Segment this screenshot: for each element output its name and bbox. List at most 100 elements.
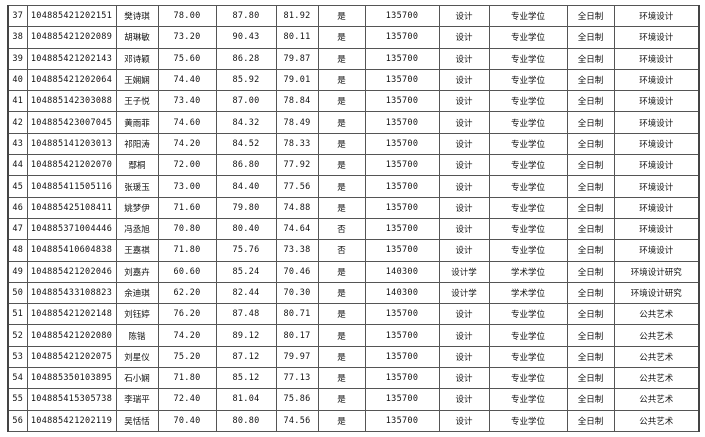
study-mode-cell: 全日制 — [566, 281, 615, 305]
score-a-cell: 72.40 — [157, 388, 217, 411]
score-a-cell: 71.60 — [157, 196, 217, 219]
score-a-cell: 72.00 — [157, 154, 217, 177]
student-name-cell: 姚梦伊 — [115, 196, 159, 219]
row-number-cell: 40 — [7, 68, 28, 92]
study-mode-cell: 全日制 — [566, 154, 615, 177]
table-row: 45 104885411505116 张瑗玉 73.00 84.40 77.56 是 1357… — [7, 175, 700, 198]
score-a-cell: 78.00 — [157, 4, 217, 28]
score-a-cell: 75.60 — [157, 47, 217, 70]
flag-cell: 否 — [317, 239, 366, 262]
discipline-cell: 设计 — [438, 196, 490, 219]
total-score-cell: 77.92 — [275, 154, 319, 177]
row-number-cell: 45 — [7, 175, 28, 198]
total-score-cell: 78.49 — [275, 111, 319, 134]
score-b-cell: 84.52 — [215, 132, 277, 156]
research-direction-cell: 公共艺术 — [613, 324, 700, 347]
row-number-cell: 38 — [7, 26, 28, 49]
research-direction-cell: 环境设计 — [613, 4, 700, 28]
row-number-cell: 52 — [7, 324, 28, 347]
degree-type-cell: 专业学位 — [488, 175, 568, 198]
score-b-cell: 87.12 — [215, 345, 277, 369]
major-code-cell: 135700 — [364, 154, 440, 177]
discipline-cell: 设计 — [438, 217, 490, 241]
exam-id-cell: 104885421202064 — [26, 68, 117, 92]
flag-cell: 是 — [317, 111, 366, 134]
research-direction-cell: 环境设计 — [613, 154, 700, 177]
flag-cell: 是 — [317, 196, 366, 219]
table-row: 52 104885421202080 陈锴 74.20 89.12 80.17 是 13570… — [7, 324, 700, 347]
degree-type-cell: 专业学位 — [488, 409, 568, 432]
study-mode-cell: 全日制 — [566, 388, 615, 411]
research-direction-cell: 环境设计 — [613, 196, 700, 219]
flag-cell: 是 — [317, 26, 366, 49]
flag-cell: 是 — [317, 4, 366, 28]
exam-id-cell: 104885423007045 — [26, 111, 117, 134]
major-code-cell: 135700 — [364, 388, 440, 411]
score-b-cell: 87.00 — [215, 90, 277, 113]
research-direction-cell: 公共艺术 — [613, 303, 700, 326]
score-a-cell: 75.20 — [157, 345, 217, 369]
score-a-cell: 73.20 — [157, 26, 217, 49]
row-number-cell: 37 — [7, 4, 28, 28]
table-row: 54 104885350103895 石小娴 71.80 85.12 77.13 是 1357… — [7, 367, 700, 390]
degree-type-cell: 专业学位 — [488, 217, 568, 241]
major-code-cell: 135700 — [364, 132, 440, 156]
exam-id-cell: 104885421202151 — [26, 4, 117, 28]
flag-cell: 是 — [317, 303, 366, 326]
degree-type-cell: 专业学位 — [488, 367, 568, 390]
exam-id-cell: 104885411505116 — [26, 175, 117, 198]
table-row: 43 104885141203013 祁阳涛 74.20 84.52 78.33 是 1357… — [7, 132, 700, 156]
total-score-cell: 81.92 — [275, 4, 319, 28]
flag-cell: 否 — [317, 217, 366, 241]
exam-id-cell: 104885433108823 — [26, 281, 117, 305]
research-direction-cell: 环境设计研究 — [613, 260, 700, 283]
score-a-cell: 60.60 — [157, 260, 217, 283]
degree-type-cell: 专业学位 — [488, 239, 568, 262]
score-b-cell: 84.32 — [215, 111, 277, 134]
table-row: 46 104885425108411 姚梦伊 71.60 79.80 74.88 是 1357… — [7, 196, 700, 219]
admission-table: 37 104885421202151 樊诗琪 78.00 87.80 81.92 是 1357… — [7, 4, 700, 432]
degree-type-cell: 专业学位 — [488, 26, 568, 49]
study-mode-cell: 全日制 — [566, 367, 615, 390]
degree-type-cell: 专业学位 — [488, 196, 568, 219]
row-number-cell: 48 — [7, 239, 28, 262]
student-name-cell: 王娴娴 — [115, 68, 159, 92]
exam-id-cell: 104885142303088 — [26, 90, 117, 113]
study-mode-cell: 全日制 — [566, 90, 615, 113]
total-score-cell: 74.64 — [275, 217, 319, 241]
major-code-cell: 135700 — [364, 111, 440, 134]
research-direction-cell: 环境设计 — [613, 111, 700, 134]
degree-type-cell: 专业学位 — [488, 324, 568, 347]
total-score-cell: 79.87 — [275, 47, 319, 70]
discipline-cell: 设计 — [438, 111, 490, 134]
research-direction-cell: 公共艺术 — [613, 367, 700, 390]
exam-id-cell: 104885421202089 — [26, 26, 117, 49]
total-score-cell: 77.13 — [275, 367, 319, 390]
table-row: 40 104885421202064 王娴娴 74.40 85.92 79.01 是 1357… — [7, 68, 700, 92]
study-mode-cell: 全日制 — [566, 26, 615, 49]
score-b-cell: 85.92 — [215, 68, 277, 92]
score-b-cell: 87.80 — [215, 4, 277, 28]
major-code-cell: 140300 — [364, 281, 440, 305]
discipline-cell: 设计 — [438, 26, 490, 49]
major-code-cell: 135700 — [364, 345, 440, 369]
total-score-cell: 80.17 — [275, 324, 319, 347]
discipline-cell: 设计 — [438, 324, 490, 347]
score-b-cell: 75.76 — [215, 239, 277, 262]
student-name-cell: 樊诗琪 — [115, 4, 159, 28]
student-name-cell: 石小娴 — [115, 367, 159, 390]
score-b-cell: 86.28 — [215, 47, 277, 70]
research-direction-cell: 公共艺术 — [613, 345, 700, 369]
student-name-cell: 冯丞旭 — [115, 217, 159, 241]
discipline-cell: 设计 — [438, 409, 490, 432]
table-row: 56 104885421202119 吴恬恬 70.40 80.80 74.56 是 1357… — [7, 409, 700, 432]
score-a-cell: 70.80 — [157, 217, 217, 241]
score-b-cell: 79.80 — [215, 196, 277, 219]
flag-cell: 是 — [317, 47, 366, 70]
table-row: 37 104885421202151 樊诗琪 78.00 87.80 81.92 是 1357… — [7, 4, 700, 28]
exam-id-cell: 104885410604838 — [26, 239, 117, 262]
degree-type-cell: 学术学位 — [488, 260, 568, 283]
row-number-cell: 42 — [7, 111, 28, 134]
table-row: 38 104885421202089 胡琳敏 73.20 90.43 80.11 是 1357… — [7, 26, 700, 49]
row-number-cell: 43 — [7, 132, 28, 156]
